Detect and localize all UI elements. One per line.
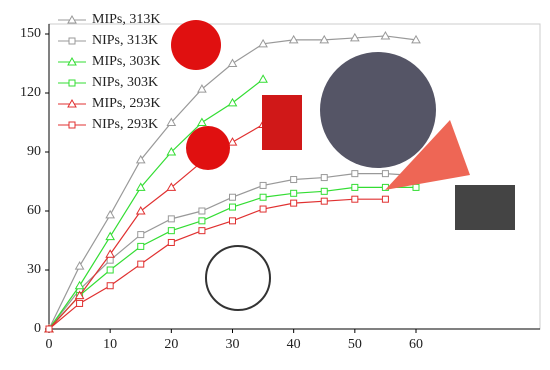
marker [229, 203, 236, 211]
y-tick-label: 150 [20, 26, 41, 41]
marker [137, 231, 145, 239]
legend-label: NIPs, 303K [92, 75, 158, 90]
marker [105, 209, 116, 219]
marker [167, 238, 175, 246]
x-tick-label: 10 [103, 337, 117, 352]
marker [349, 32, 360, 42]
legend-label: MIPs, 293K [92, 96, 160, 111]
marker [412, 183, 420, 191]
marker [351, 195, 359, 203]
legend-label: NIPs, 293K [92, 117, 158, 132]
marker [381, 195, 389, 203]
marker [106, 282, 114, 290]
marker [167, 227, 175, 235]
x-tick-label: 60 [409, 337, 423, 352]
marker [167, 215, 175, 223]
legend-marker [67, 14, 77, 24]
marker [290, 176, 298, 184]
marker [320, 174, 328, 182]
marker [258, 38, 268, 48]
marker [74, 261, 85, 270]
legend-marker [68, 121, 76, 129]
marker [227, 97, 238, 107]
legend-label: MIPs, 313K [92, 12, 160, 27]
marker [197, 117, 207, 126]
marker [259, 193, 267, 201]
marker [229, 193, 236, 201]
legend-marker [67, 56, 77, 66]
decoration [320, 52, 436, 168]
y-tick-label: 0 [34, 321, 41, 336]
legend-marker [67, 98, 77, 108]
marker [166, 146, 177, 156]
marker [259, 181, 267, 189]
series-line [48, 198, 386, 330]
x-tick-label: 30 [226, 337, 240, 352]
marker [259, 205, 267, 213]
legend-marker [68, 79, 76, 87]
marker [351, 170, 359, 178]
y-tick-label: 60 [27, 203, 41, 218]
marker [320, 197, 328, 205]
marker [411, 34, 421, 44]
marker [290, 189, 298, 197]
marker [381, 170, 389, 178]
y-tick-label: 120 [20, 85, 41, 100]
marker [45, 325, 53, 333]
marker [135, 154, 146, 164]
decoration [205, 245, 271, 311]
legend-label: NIPs, 313K [92, 33, 158, 48]
marker [76, 299, 84, 307]
marker [288, 34, 299, 44]
decoration [186, 126, 230, 170]
marker [320, 187, 328, 195]
legend-marker [68, 37, 76, 45]
marker [198, 217, 206, 225]
marker [106, 266, 114, 274]
series-line [48, 78, 264, 330]
marker [105, 249, 116, 258]
marker [74, 280, 85, 290]
marker [227, 58, 238, 67]
marker [290, 199, 298, 207]
marker [351, 183, 359, 191]
marker [166, 117, 177, 126]
decoration [171, 20, 221, 70]
marker [198, 207, 206, 215]
x-tick-label: 50 [348, 337, 362, 352]
x-tick-label: 40 [287, 337, 301, 352]
y-tick-label: 30 [27, 262, 41, 277]
decoration [455, 185, 515, 230]
marker [135, 205, 146, 215]
decoration [262, 95, 302, 150]
y-tick-label: 90 [27, 144, 41, 159]
marker [105, 231, 116, 241]
marker [137, 242, 145, 250]
marker [229, 217, 236, 225]
x-tick-label: 20 [164, 337, 178, 352]
marker [319, 34, 330, 44]
marker [227, 137, 238, 146]
marker [137, 260, 145, 268]
decoration [385, 120, 470, 190]
marker [166, 182, 177, 191]
marker [198, 227, 206, 235]
legend-label: MIPs, 303K [92, 54, 160, 69]
marker [135, 182, 146, 191]
x-tick-label: 0 [46, 337, 53, 352]
marker [258, 74, 268, 83]
marker [380, 30, 391, 40]
marker [197, 84, 207, 93]
marker [74, 290, 85, 300]
